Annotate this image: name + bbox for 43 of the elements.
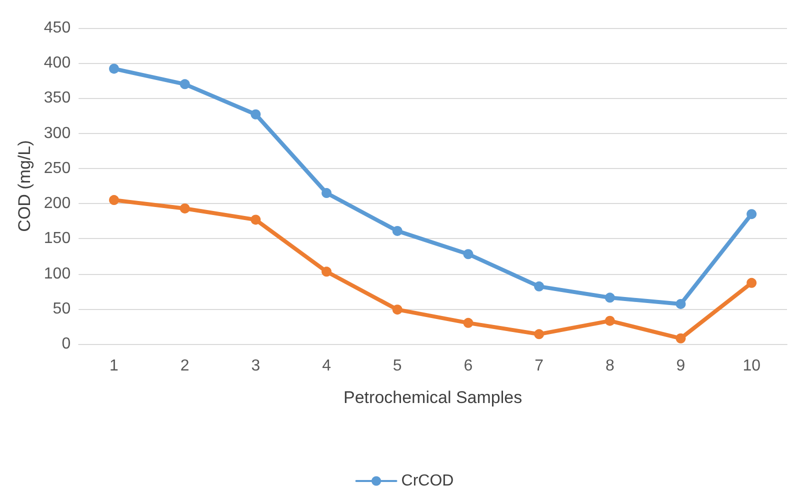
point [604, 316, 615, 326]
point [250, 109, 261, 120]
x-tick-label: 2 [180, 358, 190, 374]
point [392, 226, 402, 236]
x-tick-label: 10 [742, 358, 761, 374]
point [180, 203, 190, 214]
y-tick-label: 250 [44, 160, 71, 177]
point [109, 195, 120, 206]
point [322, 266, 332, 277]
y-axis-title: COD (mg/L) [15, 140, 34, 232]
point [109, 64, 120, 74]
x-axis-title: Petrochemical Samples [344, 388, 522, 407]
x-tick-label: 9 [676, 358, 686, 374]
y-tick-label: 100 [44, 265, 71, 282]
point [746, 278, 757, 288]
y-tick-label: 0 [62, 336, 71, 352]
point [392, 304, 402, 315]
point [676, 333, 686, 344]
point [322, 188, 332, 198]
point [604, 292, 615, 303]
y-tick-label: 150 [44, 230, 71, 248]
point [250, 214, 261, 225]
point [463, 318, 474, 328]
point [534, 329, 544, 340]
point [463, 249, 474, 260]
point [534, 281, 544, 292]
y-tick-label: 350 [44, 90, 71, 107]
x-tick-label: 1 [110, 358, 119, 374]
y-tick-label: 200 [44, 195, 71, 212]
point [746, 209, 757, 220]
x-tick-label: 3 [251, 358, 260, 374]
y-tick-label: 50 [52, 300, 71, 318]
x-tick-label: 7 [534, 358, 544, 374]
point [676, 298, 686, 309]
x-tick-label: 8 [605, 358, 614, 374]
y-tick-label: 450 [44, 20, 71, 36]
x-tick-label: 6 [464, 358, 473, 374]
point [180, 79, 190, 90]
x-tick-label: 5 [392, 358, 402, 374]
legend-label: CrCOD [401, 472, 454, 490]
y-tick-label: 400 [44, 54, 71, 72]
y-tick-label: 300 [44, 124, 71, 142]
x-tick-label: 4 [322, 358, 332, 374]
